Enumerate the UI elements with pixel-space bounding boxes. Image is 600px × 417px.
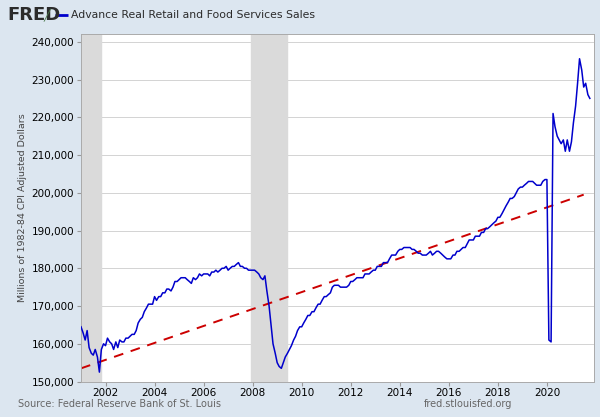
Text: fred.stlouisfed.org: fred.stlouisfed.org	[424, 399, 512, 409]
Text: ╱: ╱	[43, 9, 50, 21]
Bar	[251, 34, 287, 382]
Text: FRED: FRED	[7, 6, 61, 24]
Y-axis label: Millions of 1982-84 CPI Adjusted Dollars: Millions of 1982-84 CPI Adjusted Dollars	[18, 113, 27, 302]
Text: Source: Federal Reserve Bank of St. Louis: Source: Federal Reserve Bank of St. Loui…	[19, 399, 221, 409]
Text: Advance Real Retail and Food Services Sales: Advance Real Retail and Food Services Sa…	[71, 10, 315, 20]
Bar	[81, 34, 101, 382]
